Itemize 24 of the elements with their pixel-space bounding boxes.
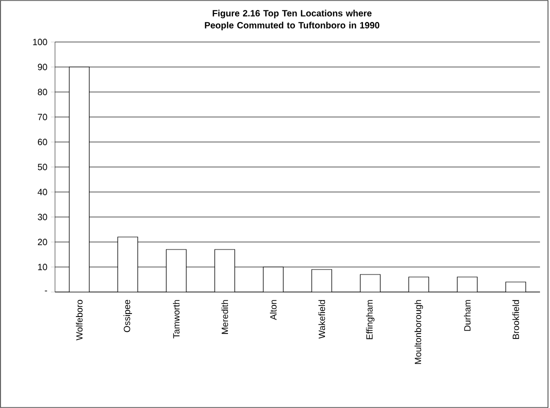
x-tick-label: Ossipee: [124, 300, 132, 332]
y-tick-label: 20: [38, 238, 48, 246]
x-tick-label: Brookfield: [512, 300, 520, 339]
x-tick-label: Moultonborough: [414, 300, 423, 364]
y-tick-label: 60: [38, 138, 48, 146]
y-tick-label: 90: [38, 64, 48, 70]
bar: [262, 266, 284, 292]
y-tick-label: 30: [38, 214, 48, 220]
y-tick-label: 50: [38, 164, 48, 170]
x-tick-label: Durham: [464, 300, 471, 331]
x-tick-label: Meredith: [221, 300, 228, 334]
x-tick-label: Effingham: [366, 300, 374, 340]
x-tick-label: Wakefield: [318, 300, 326, 339]
chart-title: Figure 2.16 Top Ten Locations where People Commuted to Tuftonboro in 1990: [204, 10, 380, 30]
y-tick-label: -: [44, 290, 48, 292]
x-tick-label: Tamworth: [172, 300, 180, 338]
y-tick-label: 100: [33, 38, 48, 46]
y-tick-label: 10: [38, 264, 48, 270]
bar: [68, 66, 90, 292]
y-tick-label: 80: [38, 88, 48, 96]
x-tick-label: Wolfeboro: [76, 300, 83, 340]
y-tick-label: 70: [38, 114, 48, 120]
x-tick-label: Alton: [270, 300, 277, 320]
y-tick-label: 40: [38, 188, 48, 196]
